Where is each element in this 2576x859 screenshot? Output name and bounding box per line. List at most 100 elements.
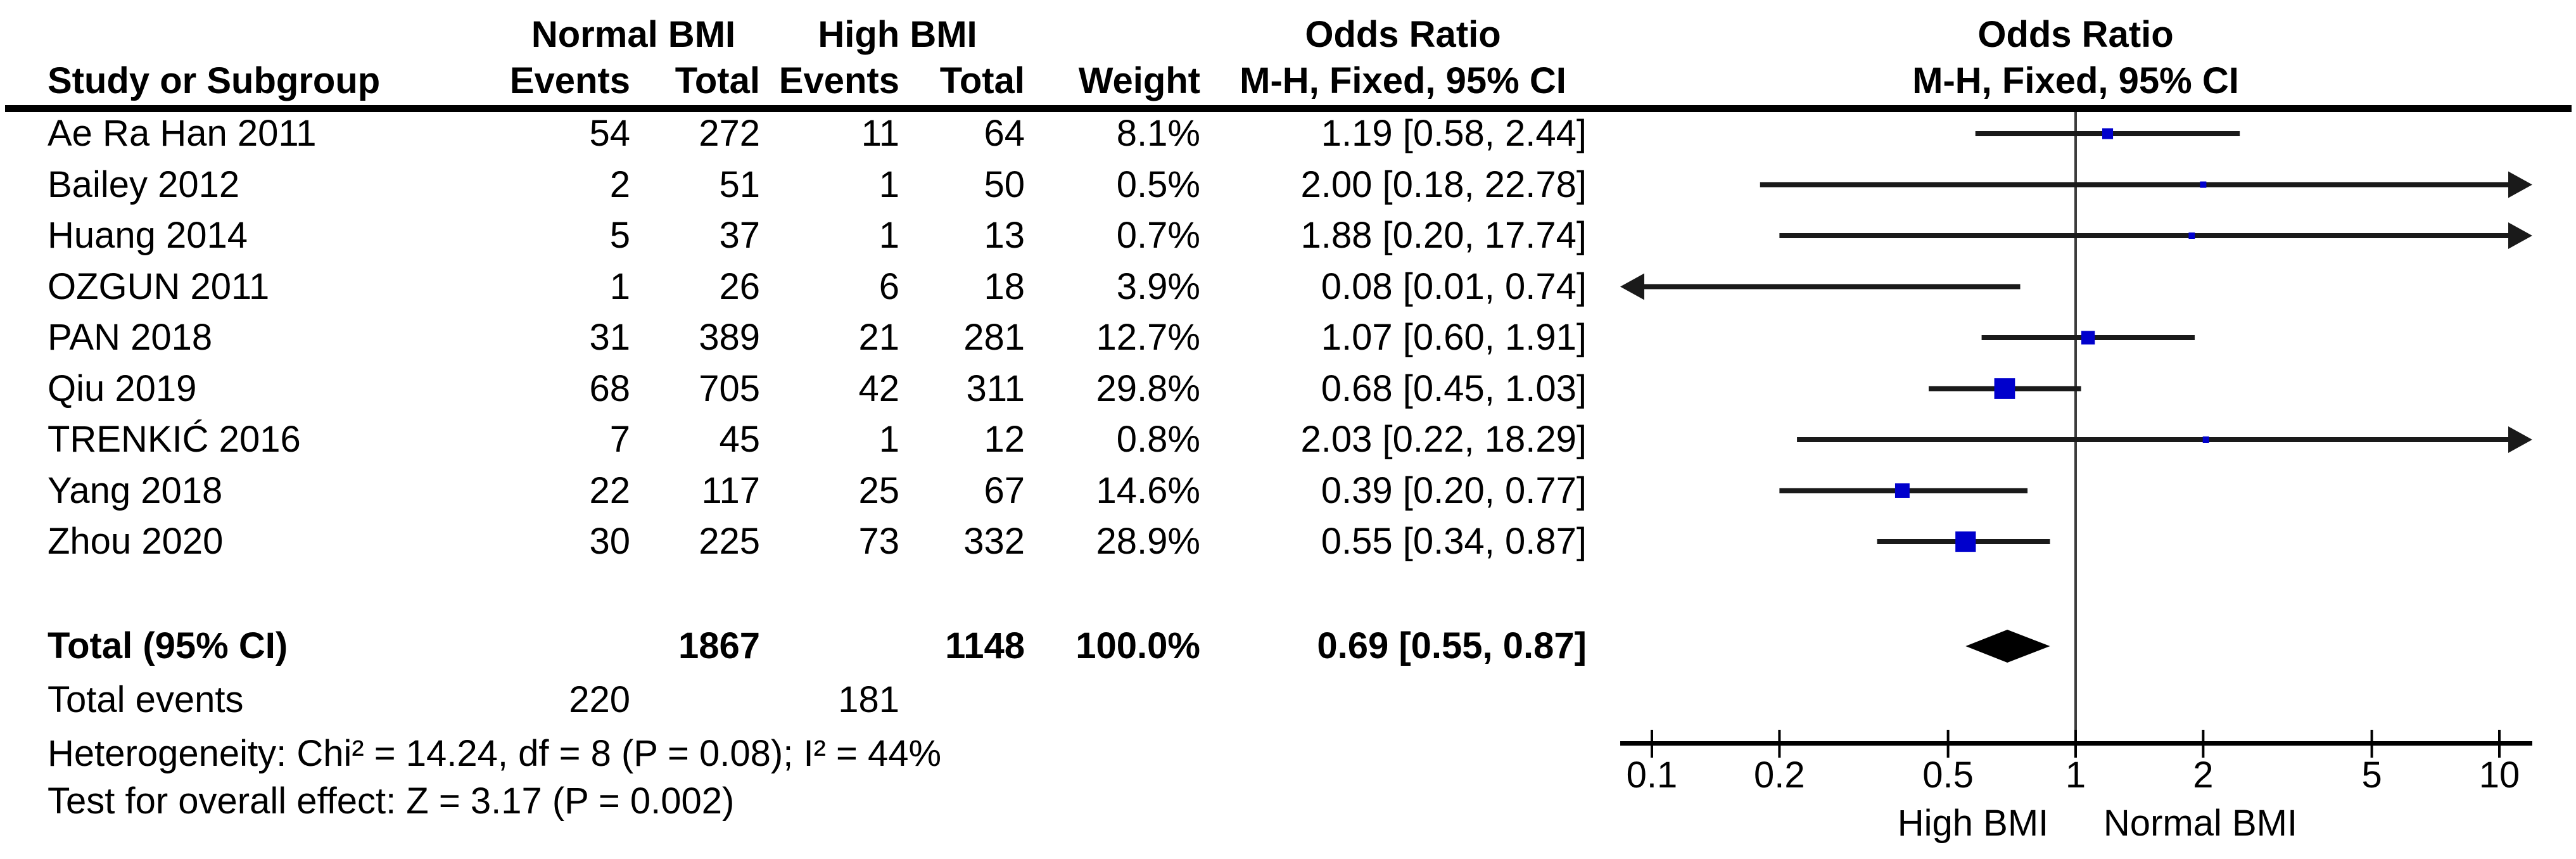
total-events-high-n: 181: [838, 679, 899, 720]
header-weight: Weight: [1078, 60, 1200, 101]
x-axis-tick: [2202, 730, 2205, 758]
study-events-high: 6: [879, 265, 899, 307]
study-total-normal: 37: [719, 215, 760, 256]
study-total-normal: 705: [699, 367, 760, 409]
axis-tick-label: 2: [2193, 754, 2214, 796]
study-weight: 8.1%: [1116, 113, 1200, 154]
study-or-ci: 0.08 [0.01, 0.74]: [1321, 265, 1587, 307]
axis-tick-label: 10: [2478, 754, 2520, 796]
study-or-ci: 1.88 [0.20, 17.74]: [1300, 215, 1587, 256]
x-axis-tick: [2074, 730, 2077, 758]
study-events-normal: 30: [589, 521, 630, 562]
study-events-normal: 7: [609, 419, 630, 460]
axis-label-favours-normal-bmi: Normal BMI: [2103, 803, 2298, 844]
or-point-square: [2188, 232, 2195, 239]
header-method: M-H, Fixed, 95% CI: [1240, 60, 1566, 101]
study-events-high: 21: [858, 317, 899, 358]
x-axis-tick: [2370, 730, 2373, 758]
study-weight: 3.9%: [1116, 265, 1200, 307]
study-name: Yang 2018: [48, 469, 223, 511]
study-weight: 29.8%: [1096, 367, 1200, 409]
study-weight: 0.8%: [1116, 419, 1200, 460]
total-normal-n: 1867: [678, 625, 760, 666]
or-point-square: [1894, 483, 1910, 498]
or-point-square: [2200, 181, 2207, 188]
header-divider-rule: [5, 105, 2572, 112]
study-weight: 14.6%: [1096, 469, 1200, 511]
study-events-high: 1: [879, 163, 899, 205]
study-events-normal: 2: [609, 163, 630, 205]
study-total-normal: 272: [699, 113, 760, 154]
ci-arrow-right: [2508, 426, 2532, 453]
study-name: Zhou 2020: [48, 521, 224, 562]
total-diamond: [1965, 630, 2050, 663]
plot-header-method: M-H, Fixed, 95% CI: [1912, 60, 2239, 101]
study-name: Huang 2014: [48, 215, 248, 256]
total-weight: 100.0%: [1075, 625, 1200, 666]
ci-line: [1643, 284, 2021, 290]
header-total-high: Total: [939, 60, 1025, 101]
study-total-high: 67: [984, 469, 1025, 511]
no-effect-line: [2074, 112, 2077, 743]
ci-arrow-left: [1620, 273, 1644, 300]
total-row-label: Total (95% CI): [48, 625, 288, 666]
ci-line: [1779, 233, 2509, 238]
or-point-square: [2081, 331, 2095, 345]
study-weight: 28.9%: [1096, 521, 1200, 562]
study-name: Ae Ra Han 2011: [48, 113, 317, 154]
total-events-label: Total events: [48, 679, 244, 720]
study-total-high: 64: [984, 113, 1025, 154]
study-weight: 0.7%: [1116, 215, 1200, 256]
study-events-normal: 54: [589, 113, 630, 154]
study-events-high: 1: [879, 215, 899, 256]
axis-tick-label: 5: [2361, 754, 2382, 796]
study-total-normal: 389: [699, 317, 760, 358]
study-total-normal: 225: [699, 521, 760, 562]
study-events-high: 25: [858, 469, 899, 511]
study-total-high: 332: [963, 521, 1025, 562]
study-events-high: 11: [861, 113, 899, 154]
header-events-normal: Events: [509, 60, 630, 101]
study-total-high: 50: [984, 163, 1025, 205]
study-or-ci: 0.55 [0.34, 0.87]: [1321, 521, 1587, 562]
study-name: PAN 2018: [48, 317, 213, 358]
study-or-ci: 2.00 [0.18, 22.78]: [1300, 163, 1587, 205]
study-or-ci: 2.03 [0.22, 18.29]: [1300, 419, 1587, 460]
study-total-high: 311: [966, 367, 1025, 409]
study-events-normal: 31: [589, 317, 630, 358]
study-or-ci: 1.07 [0.60, 1.91]: [1321, 317, 1587, 358]
study-name: OZGUN 2011: [48, 265, 270, 307]
ci-line: [1797, 437, 2509, 442]
study-total-normal: 26: [719, 265, 760, 307]
study-total-high: 12: [984, 419, 1025, 460]
heterogeneity-stat: Heterogeneity: Chi² = 14.24, df = 8 (P =…: [48, 733, 942, 774]
total-events-normal-n: 220: [569, 679, 630, 720]
study-events-normal: 5: [609, 215, 630, 256]
column-group-odds-ratio: Odds Ratio: [1305, 14, 1501, 55]
study-total-high: 13: [984, 215, 1025, 256]
axis-tick-label: 0.1: [1626, 754, 1678, 796]
or-point-square: [2202, 436, 2209, 443]
plot-title-odds-ratio: Odds Ratio: [1977, 14, 2174, 55]
study-events-normal: 68: [589, 367, 630, 409]
study-name: Bailey 2012: [48, 163, 240, 205]
or-point-square: [1955, 531, 1976, 552]
header-total-normal: Total: [675, 60, 760, 101]
study-events-high: 1: [879, 419, 899, 460]
study-weight: 12.7%: [1096, 317, 1200, 358]
header-events-high: Events: [778, 60, 899, 101]
study-events-normal: 22: [589, 469, 630, 511]
x-axis-tick: [2498, 730, 2501, 758]
study-name: Qiu 2019: [48, 367, 197, 409]
or-point-square: [2102, 128, 2114, 139]
axis-tick-label: 0.2: [1754, 754, 1805, 796]
axis-tick-label: 0.5: [1922, 754, 1974, 796]
study-events-high: 42: [858, 367, 899, 409]
study-events-normal: 1: [609, 265, 630, 307]
total-high-n: 1148: [945, 625, 1025, 666]
study-total-normal: 51: [719, 163, 760, 205]
overall-effect-stat: Test for overall effect: Z = 3.17 (P = 0…: [48, 780, 735, 822]
study-total-high: 281: [963, 317, 1025, 358]
